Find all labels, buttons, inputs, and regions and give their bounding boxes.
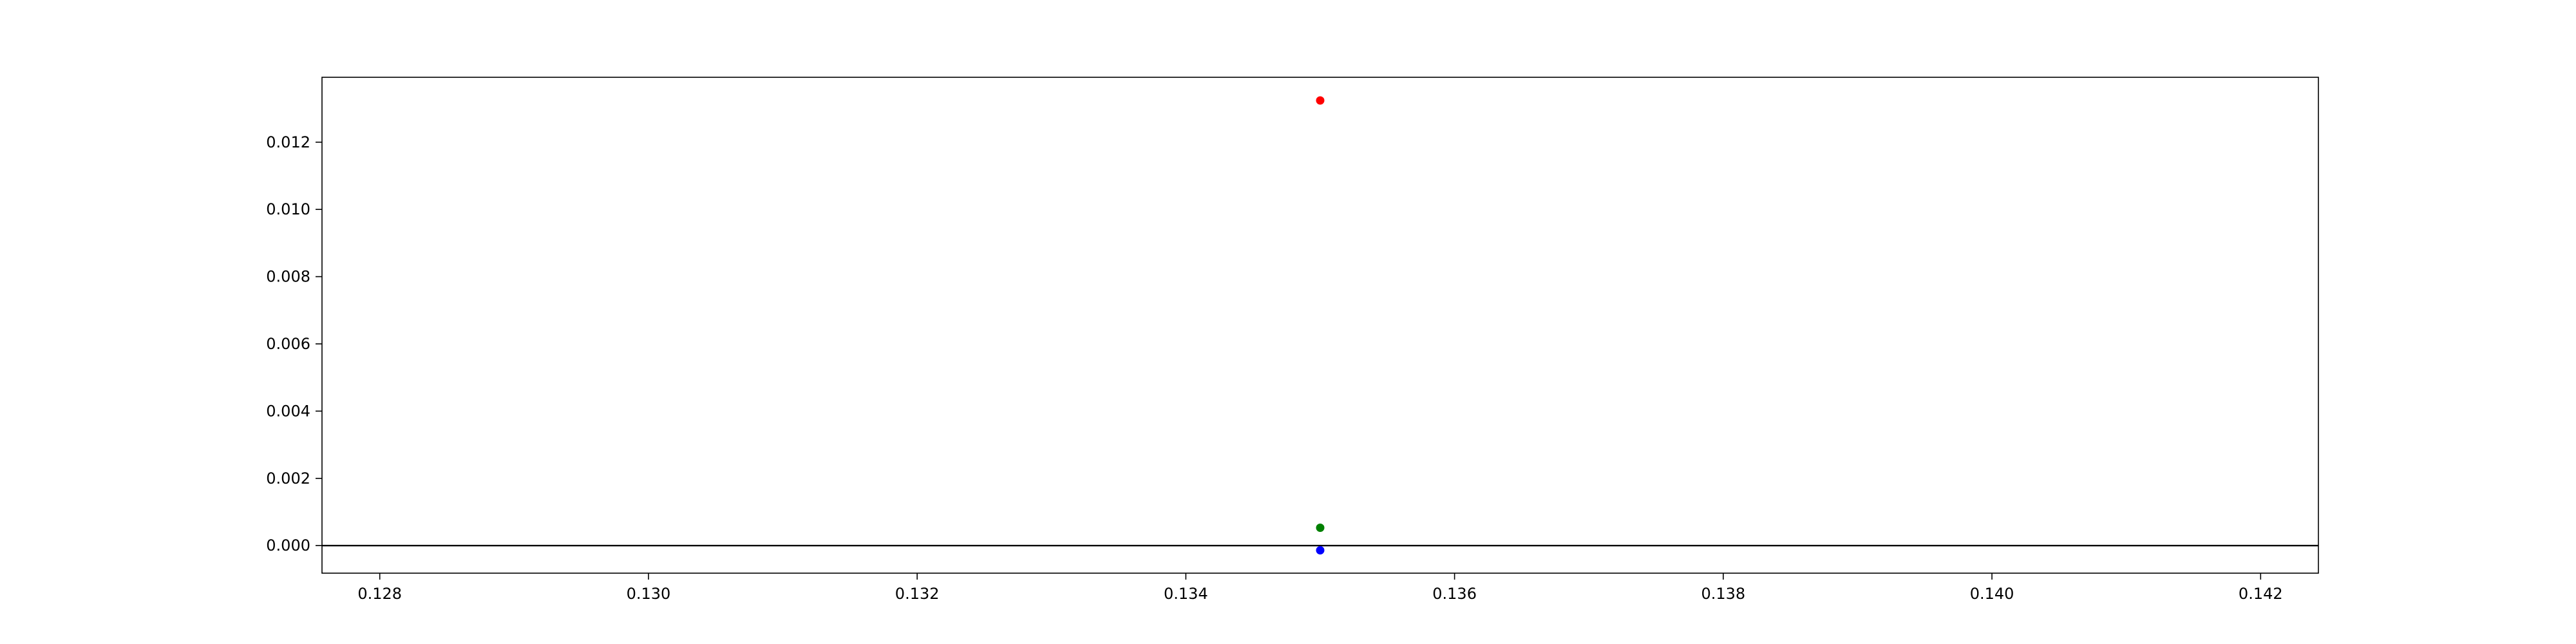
x-tick-label: 0.130 xyxy=(627,585,671,603)
data-point xyxy=(1316,524,1325,533)
y-tick-label: 0.012 xyxy=(266,133,310,151)
x-tick-label: 0.134 xyxy=(1164,585,1208,603)
y-axis-ticks: 0.000 0.002 0.004 0.006 0.008 0.010 0.012 xyxy=(266,133,322,554)
y-tick-label: 0.000 xyxy=(266,536,310,554)
data-point xyxy=(1316,546,1325,555)
x-tick-label: 0.128 xyxy=(357,585,402,603)
y-tick-label: 0.002 xyxy=(266,469,310,488)
y-tick-label: 0.006 xyxy=(266,335,310,353)
plot-area xyxy=(322,77,2318,573)
y-tick-label: 0.004 xyxy=(266,402,310,420)
x-tick-label: 0.136 xyxy=(1432,585,1477,603)
data-points xyxy=(1316,96,1325,555)
y-tick-label: 0.010 xyxy=(266,200,310,218)
x-tick-label: 0.132 xyxy=(895,585,940,603)
y-tick-label: 0.008 xyxy=(266,268,310,286)
plot-frame xyxy=(321,77,2319,574)
x-tick-label: 0.138 xyxy=(1701,585,1745,603)
x-axis-ticks: 0.128 0.130 0.132 0.134 0.136 0.138 0.140 0.142 xyxy=(357,573,2283,603)
x-tick-label: 0.140 xyxy=(1970,585,2014,603)
x-tick-label: 0.142 xyxy=(2239,585,2283,603)
data-point xyxy=(1316,96,1325,105)
